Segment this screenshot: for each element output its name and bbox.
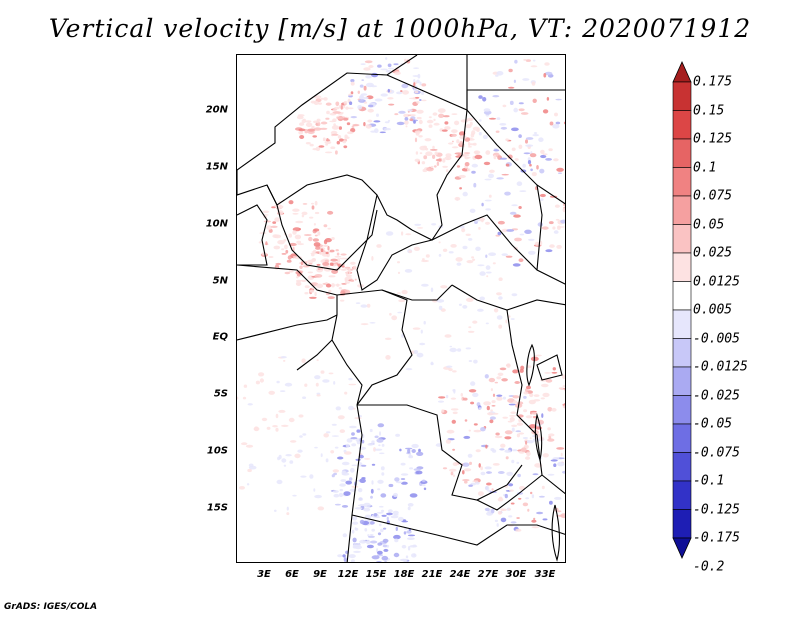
- colorbar-tick-label: -0.025: [693, 388, 740, 403]
- colorbar-tick-label: 0.075: [693, 188, 733, 204]
- colorbar-segment: [672, 423, 692, 453]
- colorbar-cap-bottom: [672, 537, 692, 559]
- lakes: [526, 343, 563, 562]
- colorbar-segment: [672, 309, 692, 339]
- colorbar-segment: [672, 81, 692, 111]
- map-canvas: [237, 55, 565, 562]
- footer-credit: GrADS: IGES/COLA: [4, 602, 98, 612]
- velocity-field: [237, 57, 565, 562]
- colorbar-segment: [672, 395, 692, 425]
- colorbar-tick-label: 0.05: [693, 217, 725, 232]
- colorbar-segment: [672, 195, 692, 225]
- lat-label: 15S: [206, 502, 228, 514]
- colorbar-tick-label: -0.0125: [693, 359, 748, 375]
- lon-label: 30E: [505, 569, 527, 580]
- colorbar-tick-label: 0.025: [693, 245, 733, 261]
- lat-label: 15N: [205, 161, 228, 173]
- lon-label: 27E: [477, 569, 499, 580]
- colorbar-tick-label: 0.1: [693, 160, 717, 175]
- lat-label: 20N: [205, 104, 228, 116]
- lon-label: 15E: [365, 569, 387, 580]
- lon-label: 9E: [313, 569, 327, 580]
- lon-label: 12E: [337, 569, 359, 580]
- colorbar-tick-label: -0.075: [693, 445, 740, 460]
- colorbar-segment: [672, 167, 692, 197]
- map-panel: [236, 54, 566, 563]
- colorbar-tick-label: 0.0125: [693, 274, 740, 289]
- lat-label: 5S: [213, 388, 228, 400]
- colorbar-tick-label: 0.005: [693, 302, 733, 318]
- colorbar-segment: [672, 480, 692, 510]
- lon-label: 6E: [285, 569, 299, 580]
- lon-label: 21E: [421, 569, 443, 580]
- colorbar-segment: [672, 138, 692, 168]
- country-borders: [237, 55, 565, 562]
- colorbar-cap-top: [672, 61, 692, 83]
- colorbar-tick-label: 0.175: [693, 74, 733, 90]
- colorbar-segment: [672, 110, 692, 140]
- chart-title: Vertical velocity [m/s] at 1000hPa, VT: …: [48, 14, 752, 43]
- colorbar-tick-label: -0.2: [693, 559, 725, 574]
- colorbar-tick-label: -0.005: [693, 331, 740, 346]
- colorbar: [672, 61, 692, 559]
- colorbar-segment: [672, 452, 692, 482]
- lon-label: 33E: [534, 569, 556, 580]
- lon-label: 3E: [257, 569, 271, 580]
- colorbar-tick-label: -0.05: [693, 416, 733, 432]
- colorbar-segment: [672, 338, 692, 368]
- colorbar-segment: [672, 366, 692, 396]
- lat-label: 10S: [206, 445, 228, 457]
- lat-label: 5N: [212, 275, 228, 287]
- colorbar-tick-label: 0.125: [693, 131, 733, 147]
- colorbar-tick-label: -0.125: [693, 502, 740, 517]
- lon-label: 18E: [393, 569, 415, 580]
- colorbar-segment: [672, 281, 692, 311]
- colorbar-tick-label: 0.15: [693, 103, 725, 118]
- lat-label: EQ: [212, 331, 228, 343]
- colorbar-tick-label: -0.1: [693, 473, 725, 489]
- lon-label: 24E: [449, 569, 471, 580]
- colorbar-segment: [672, 224, 692, 254]
- colorbar-segment: [672, 509, 692, 539]
- colorbar-segment: [672, 252, 692, 282]
- lat-label: 10N: [205, 218, 228, 230]
- colorbar-tick-label: -0.175: [693, 530, 740, 546]
